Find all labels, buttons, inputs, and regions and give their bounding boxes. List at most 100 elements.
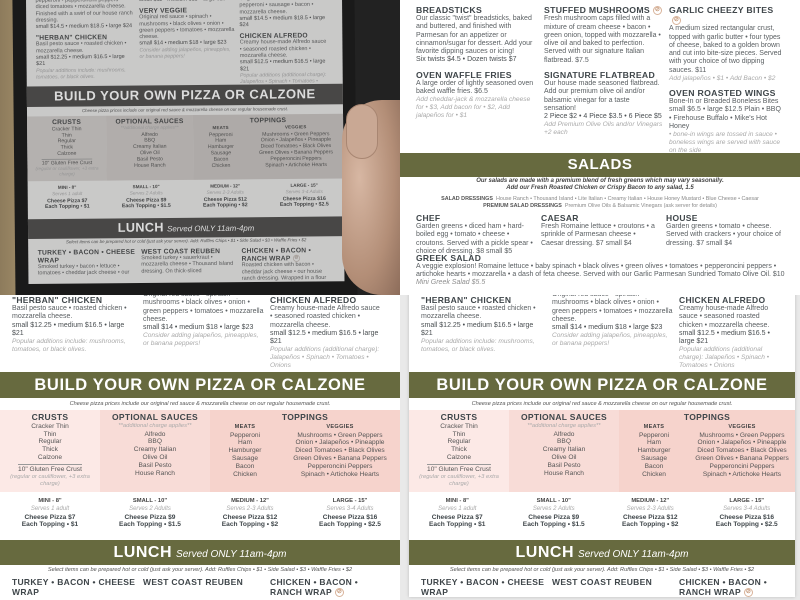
size-option: MINI - 8" Serves 1 adult Cheese Pizza $7 Ea… (0, 498, 100, 536)
menu-column: STUFFED MUSHROOMS ⊘ Fresh mushroom caps fi… (544, 0, 669, 155)
item-price: small $12.25 • medium $16.5 • large $21 (421, 321, 534, 337)
item-price: small $11 • medium $15 • large $20 (139, 0, 235, 4)
menu-column: small $11 • medium $15 • large $20 VERY V… (139, 0, 240, 86)
menu-item: CHICKEN ALFREDO Creamy house-made Alfredo… (679, 295, 779, 370)
item-title: GARLIC CHEEZY BITES⊘ (669, 5, 774, 26)
item-desc: Roasted chicken with bacon • cheddar jac… (241, 261, 327, 282)
veggies-title: VEGGIES (728, 423, 756, 430)
cheese-price: Cheese Pizza $16 (719, 513, 775, 521)
pizza-sizes: MINI - 8" Serves 1 adult Cheese Pizza $7 Ea… (409, 492, 795, 536)
greek-salad: GREEK SALAD A veggie explosion! Romaine … (416, 253, 794, 287)
premium-dressings-label: PREMIUM SALAD DRESSINGS (483, 202, 562, 209)
crust-option: Cracker Thin (31, 422, 69, 430)
toppings-title: TOPPINGS (281, 412, 329, 422)
pizza-sizes: MINI - 8" Serves 1 adult Cheese Pizza $7 Ea… (28, 179, 344, 217)
lunch-banner: LUNCH Served ONLY 11am-4pm (0, 540, 400, 565)
menu-column: BREADSTICKS Our classic "twist" breadstic… (416, 0, 544, 155)
item-title: OVEN ROASTED WINGS (669, 87, 776, 98)
size-serves: Serves 1 adult (438, 505, 477, 512)
size-option: MEDIUM - 12" Serves 2-3 Adults Cheese Pizz… (200, 498, 300, 536)
size-option: SMALL - 10" Serves 2 Adults Cheese Pizza $… (100, 498, 200, 536)
lunch-title: LUNCH (113, 544, 173, 561)
menu-item: "HERBAN" CHICKEN Basil pesto sauce • roas… (421, 295, 546, 354)
crusts-column: CRUSTS Cracker Thin Thin Regular Thick Calzon… (27, 115, 107, 182)
gluten-free-crust: 10" Gluten Free Crust (41, 158, 93, 167)
size-name: LARGE - 15" (729, 498, 765, 504)
size-option: SMALL - 10" Serves 2 Adults Cheese Pizza $… (506, 498, 603, 536)
size-option: LARGE - 15" Serves 3-4 Adults Cheese Pizza… (300, 498, 400, 536)
size-serves: Serves 2 Adults (532, 505, 575, 512)
item-desc: A large order of lightly seasoned oven b… (416, 79, 534, 96)
topping-price: Each Topping • $1.5 (121, 203, 171, 210)
item-note: Add jalapeños • $1 • Add Bacon • $2 (669, 74, 776, 82)
menu-item: STUFFED MUSHROOMS ⊘ Fresh mushroom caps fi… (544, 5, 663, 65)
topping-price: Each Topping • $1 (21, 521, 79, 529)
crusts-column: CRUSTS Cracker Thin Thin Regular Thick Calzon… (409, 410, 509, 492)
crust-option: Regular (447, 438, 471, 446)
lunch-banner: LUNCH Served ONLY 11am-4pm (409, 540, 795, 565)
lunch-note: Select items can be prepared hot or cold… (449, 567, 755, 573)
sauce-option: House Ranch (135, 469, 175, 477)
item-desc: Basil pesto sauce • roasted chicken • mo… (35, 40, 127, 54)
lunch-subtitle: Served ONLY 11am-4pm (176, 549, 287, 560)
sauce-option: BBQ (557, 438, 571, 446)
item-note: Popular additions (additional charge): J… (270, 346, 380, 370)
item-desc: Fresh mushroom caps filled with a mixtur… (544, 15, 661, 64)
cheese-price: Cheese Pizza $7 (24, 513, 76, 521)
meats-list: MEATS Pepperoni Ham Hamburger Sausage Bacon Ch… (210, 424, 280, 479)
size-option: LARGE - 15" Serves 3-4 Adults Cheese Pizza… (265, 183, 344, 214)
item-title: CHICKEN • BACON • RANCH WRAP ⊘ (270, 577, 359, 598)
gluten-free-crust: 10" Gluten Free Crust (18, 463, 82, 473)
veggies-list: VEGGIES Mushrooms • Green Peppers Onion • … (248, 125, 343, 169)
sauces-title: OPTIONAL SAUCES (111, 412, 199, 422)
menu-column: CAESAR Fresh Romaine lettuce • croutons •… (541, 209, 666, 256)
item-price: small $14.5 • medium $18.5 • large $24 (239, 15, 326, 28)
menu-column: GARLIC CHEEZY BITES⊘ A medium sized recta… (669, 0, 790, 155)
item-title: WEST COAST REUBEN (143, 577, 244, 587)
item-title: "HERBAN" CHICKEN (12, 295, 103, 305)
menu-item: pepperoni • pepperoncini peppers • diced… (35, 0, 134, 31)
item-note: Consider adding jalapeños, pineapples, o… (143, 332, 259, 348)
menu-item: TURKEY • BACON • CHEESE WRAP (12, 577, 137, 597)
build-your-own-banner: BUILD YOUR OWN PIZZA OR CALZONE (26, 83, 343, 108)
gluten-free-note: (regular or cauliflower, +3 extra charge… (10, 473, 90, 488)
menu-photo-panel: pepperoni • pepperoncini peppers • diced… (0, 0, 400, 295)
thumb (346, 104, 378, 159)
topping-price: Each Topping • $2 (622, 521, 679, 529)
sauce-option: House Ranch (134, 162, 166, 169)
item-desc: A medium sized rectangular crust, topped… (669, 25, 782, 74)
gluten-free-icon: ⊘ (292, 254, 301, 263)
crust-option: Thin (452, 430, 466, 438)
size-serves: Serves 3-4 Adults (326, 505, 374, 512)
salad-dressings: SALAD DRESSINGS House Ranch • Thousand I… (400, 196, 800, 209)
menu-item: BREADSTICKS Our classic "twist" breadstic… (416, 5, 538, 65)
topping-price: Each Topping • $1 (429, 521, 486, 529)
meat-option: Chicken (642, 470, 666, 478)
item-desc: Fresh Romaine lettuce • croutons • a spr… (541, 223, 655, 247)
item-title: STUFFED MUSHROOMS ⊘ (544, 5, 662, 16)
cheese-price: Cheese Pizza $9 (528, 513, 580, 521)
crust-option: Thick (42, 446, 58, 454)
sauces-column: OPTIONAL SAUCES **additional charge appli… (106, 115, 194, 181)
item-title: OVEN WAFFLE FRIES (416, 69, 512, 80)
cheese-price: Cheese Pizza $12 (222, 513, 278, 521)
size-name: LARGE - 15" (332, 498, 368, 504)
meat-option: Chicken (211, 162, 231, 169)
size-name: MEDIUM - 12" (631, 498, 670, 504)
sauces-column: OPTIONAL SAUCES **additional charge appli… (100, 410, 210, 492)
menu-item: Original red sauce • spinach • mushrooms… (143, 295, 264, 348)
toppings-title: TOPPINGS (249, 115, 287, 125)
item-note: Consider adding jalapeños, pineapples, o… (552, 332, 668, 348)
menu-column: Original red sauce • spinach • mushrooms… (143, 295, 270, 372)
item-desc: Original red sauce • spinach • mushrooms… (143, 295, 264, 323)
item-desc: Basil pesto sauce • roasted chicken • mo… (421, 305, 536, 321)
meats-title: MEATS (643, 423, 665, 430)
sauce-option: Alfredo (553, 430, 575, 438)
veggie-option: Green Olives • Banana Peppers (695, 454, 789, 462)
item-price: small $14 • medium $18 • large $23 (143, 324, 254, 332)
size-option: LARGE - 15" Serves 3-4 Adults Cheese Pizza… (699, 498, 796, 536)
toppings-title: TOPPINGS (683, 412, 731, 422)
menu-item: TURKEY • BACON • CHEESE WRAP (421, 577, 546, 597)
menu-item: TURKEY • BACON • CHEESE WRAP Smoked turke… (38, 247, 137, 277)
item-desc: A veggie explosion! Romaine lettuce • ba… (416, 263, 785, 278)
